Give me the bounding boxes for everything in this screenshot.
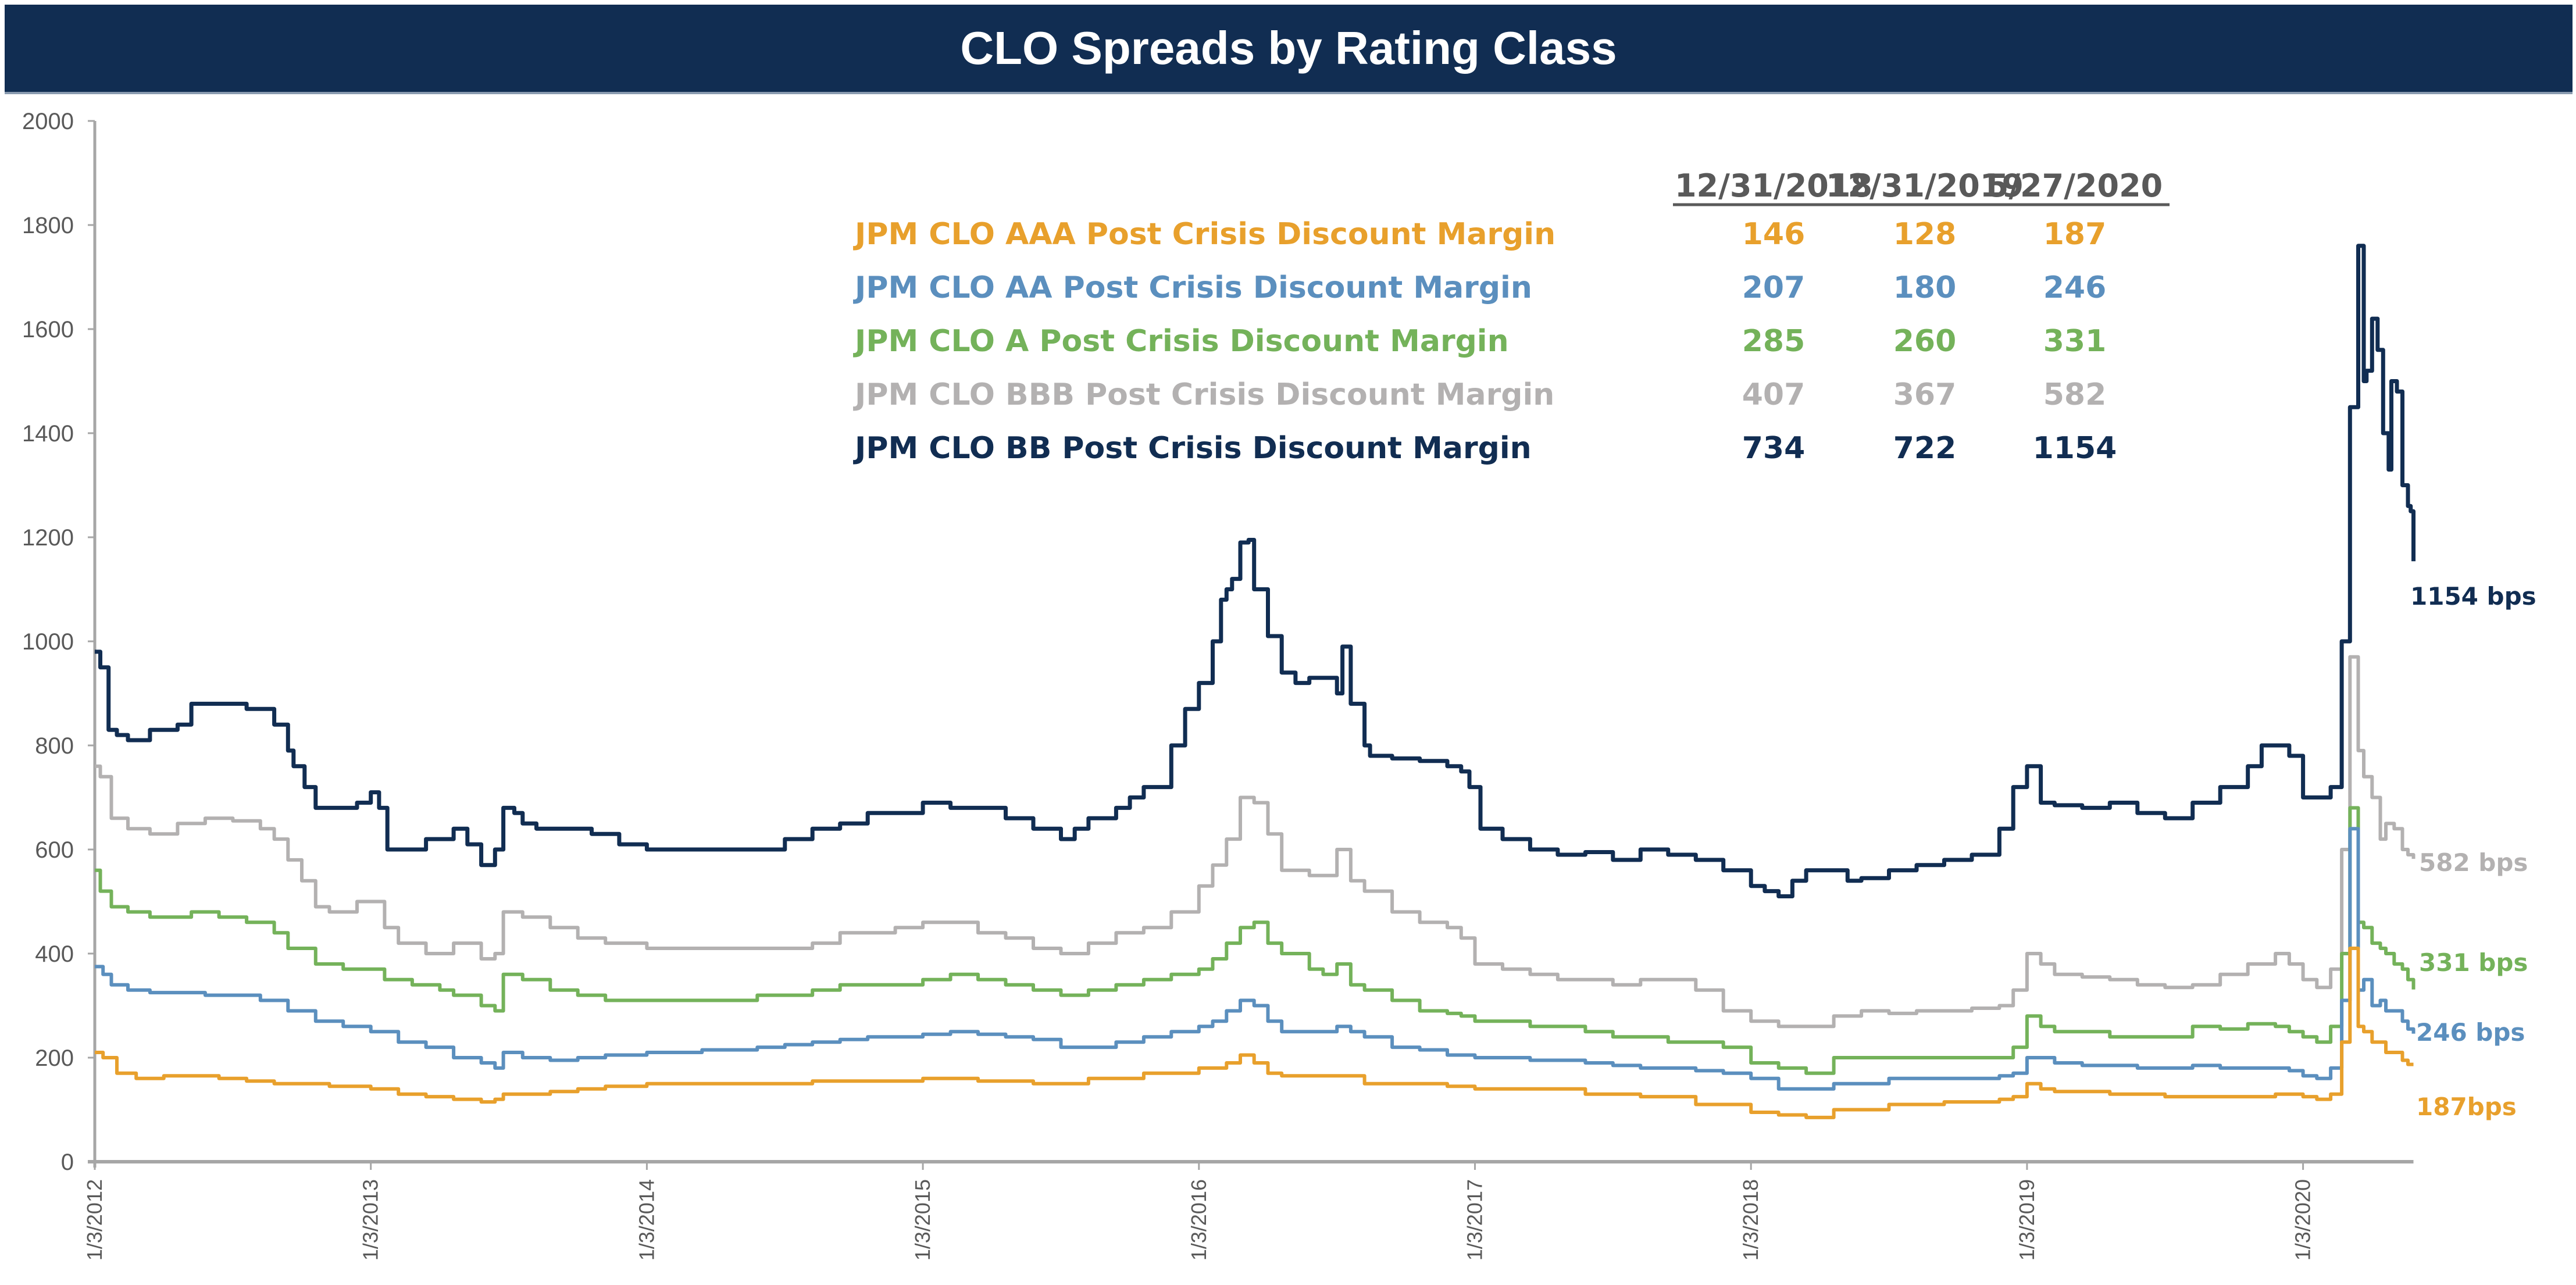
table-value: 246 (2043, 270, 2107, 305)
end-labels: 1154 bps 582 bps 331 bps 246 bps 187bps (2410, 582, 2536, 1121)
y-tick-label: 200 (35, 1045, 74, 1071)
series-line-aaa (95, 947, 2414, 1119)
table-value: 187 (2043, 217, 2107, 252)
chart-title: CLO Spreads by Rating Class (960, 22, 1617, 74)
table-value: 367 (1893, 377, 1957, 412)
y-tick-label: 2000 (22, 109, 74, 134)
x-tick-label: 1/3/2015 (911, 1179, 934, 1261)
table-value: 331 (2043, 324, 2107, 359)
x-tick-label: 1/3/2018 (1739, 1179, 1762, 1261)
legend-label: JPM CLO AA Post Crisis Discount Margin (853, 270, 1532, 305)
end-label-bbb: 582 bps (2419, 848, 2528, 877)
y-tick-label: 400 (35, 941, 74, 967)
table-value: 180 (1893, 270, 1957, 305)
y-tick-label: 1400 (22, 421, 74, 447)
y-tick-label: 600 (35, 837, 74, 863)
series-line-aa (95, 827, 2416, 1091)
table-value: 285 (1742, 324, 1806, 359)
series-line-a (95, 806, 2416, 1075)
chart-title-bar: CLO Spreads by Rating Class (5, 5, 2573, 94)
x-tick-label: 1/3/2017 (1463, 1179, 1487, 1261)
legend-label: JPM CLO A Post Crisis Discount Margin (853, 324, 1509, 359)
end-label-aa: 246 bps (2416, 1018, 2525, 1047)
table-value: 1154 (2033, 431, 2117, 466)
x-tick-label: 1/3/2014 (634, 1179, 658, 1261)
legend-label: JPM CLO BBB Post Crisis Discount Margin (853, 377, 1554, 412)
table-value: 260 (1893, 324, 1957, 359)
end-label-a: 331 bps (2419, 948, 2528, 977)
y-tick-label: 1600 (22, 317, 74, 342)
table-value: 407 (1742, 377, 1806, 412)
table-value: 722 (1893, 431, 1957, 466)
x-tick-label: 1/3/2020 (2291, 1179, 2315, 1261)
table-value: 128 (1893, 217, 1957, 252)
column-header: 5/27/2020 (1987, 167, 2163, 204)
series-lines (95, 244, 2416, 1119)
x-tick-label: 1/3/2013 (359, 1179, 383, 1261)
x-tick-label: 1/3/2019 (2015, 1179, 2039, 1261)
series-line-bb (95, 244, 2416, 898)
table-value: 207 (1742, 270, 1806, 305)
legend-label: JPM CLO BB Post Crisis Discount Margin (853, 431, 1532, 466)
column-header: 12/31/2019 (1826, 167, 2024, 204)
y-tick-label: 800 (35, 733, 74, 759)
y-tick-label: 1000 (22, 629, 74, 655)
legend-label: JPM CLO AAA Post Crisis Discount Margin (853, 217, 1555, 252)
y-tick-label: 0 (61, 1150, 74, 1175)
end-label-aaa: 187bps (2416, 1093, 2517, 1121)
table-value: 734 (1742, 431, 1806, 466)
table-value: 146 (1742, 217, 1806, 252)
end-label-bb: 1154 bps (2410, 582, 2536, 611)
y-tick-label: 1200 (22, 525, 74, 551)
axes: 0 200 400 600 800 1000 1200 1400 1600 1800 2000 1/3… (22, 109, 2414, 1261)
table-value: 582 (2043, 377, 2107, 412)
y-tick-label: 1800 (22, 213, 74, 238)
column-header: 12/31/2018 (1675, 167, 1872, 204)
x-tick-label: 1/3/2016 (1187, 1179, 1211, 1261)
x-tick-label: 1/3/2012 (83, 1179, 106, 1261)
series-line-bbb (95, 655, 2416, 1029)
